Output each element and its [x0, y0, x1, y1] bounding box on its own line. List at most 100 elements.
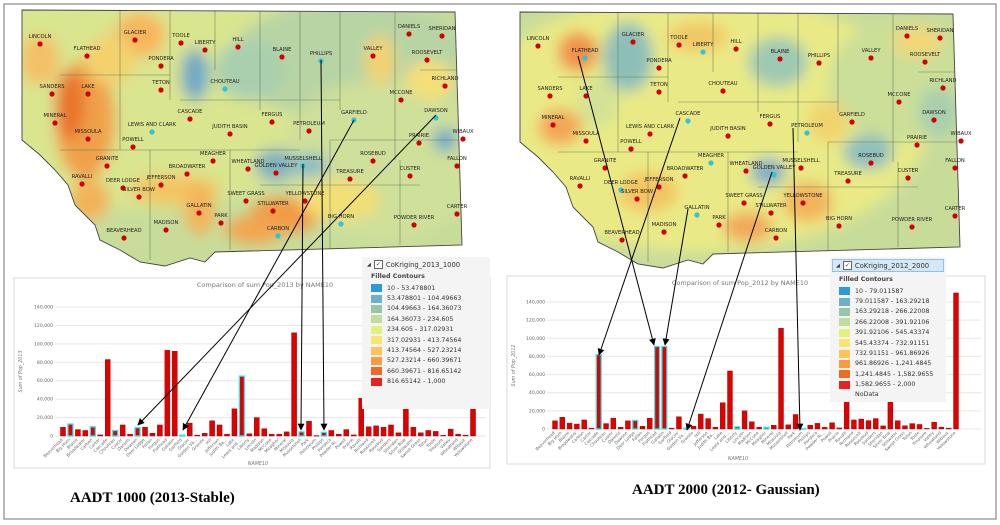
bar[interactable]: [313, 435, 320, 437]
bar[interactable]: [380, 427, 387, 437]
bar[interactable]: [216, 424, 223, 437]
legend-layer-header[interactable]: ◢ ✓ CoKriging_2013_1000: [367, 260, 485, 269]
county-seat-dot[interactable]: [227, 131, 233, 137]
county-seat-dot[interactable]: [720, 88, 726, 94]
county-seat-dot[interactable]: [634, 196, 640, 202]
bar[interactable]: [320, 431, 328, 437]
county-seat-dot[interactable]: [700, 49, 706, 55]
bar[interactable]: [455, 433, 461, 437]
county-seat-dot[interactable]: [656, 65, 662, 71]
county-seat-dot[interactable]: [685, 118, 691, 124]
bar[interactable]: [653, 345, 661, 430]
county-seat-dot[interactable]: [619, 237, 625, 243]
bar[interactable]: [625, 420, 631, 430]
bar[interactable]: [343, 429, 350, 437]
bar[interactable]: [157, 424, 163, 437]
county-seat-dot[interactable]: [130, 144, 136, 150]
bar[interactable]: [67, 423, 74, 437]
county-seat-dot[interactable]: [84, 53, 90, 59]
bar[interactable]: [194, 434, 200, 437]
county-seat-dot[interactable]: [800, 200, 806, 206]
county-seat-dot[interactable]: [931, 117, 937, 123]
county-seat-dot[interactable]: [773, 235, 779, 241]
bar[interactable]: [916, 424, 923, 430]
bar[interactable]: [946, 427, 952, 430]
bar[interactable]: [698, 413, 704, 430]
bar[interactable]: [358, 398, 364, 437]
bar[interactable]: [350, 434, 357, 437]
bar[interactable]: [617, 426, 624, 430]
bar[interactable]: [440, 435, 446, 437]
county-seat-dot[interactable]: [158, 182, 164, 188]
bar[interactable]: [111, 429, 119, 437]
bar[interactable]: [268, 433, 275, 437]
bar[interactable]: [447, 428, 454, 437]
bar[interactable]: [865, 420, 872, 430]
bar[interactable]: [632, 419, 639, 430]
bar[interactable]: [410, 427, 417, 437]
bar[interactable]: [763, 426, 770, 430]
county-seat-dot[interactable]: [424, 57, 430, 63]
county-seat-dot[interactable]: [708, 160, 714, 166]
bar[interactable]: [298, 431, 305, 437]
bar[interactable]: [938, 426, 945, 430]
bar[interactable]: [778, 328, 784, 430]
county-seat-dot[interactable]: [85, 91, 91, 97]
county-seat-dot[interactable]: [416, 140, 422, 146]
bar[interactable]: [82, 430, 89, 437]
county-seat-dot[interactable]: [49, 91, 55, 97]
bar[interactable]: [887, 397, 894, 430]
bar[interactable]: [246, 433, 253, 437]
county-seat-dot[interactable]: [273, 170, 279, 176]
county-seat-dot[interactable]: [270, 208, 276, 214]
bar[interactable]: [418, 432, 424, 437]
bar[interactable]: [276, 433, 282, 437]
county-seat-dot[interactable]: [958, 138, 964, 144]
bar[interactable]: [734, 426, 741, 430]
county-seat-dot[interactable]: [120, 185, 126, 191]
county-seat-dot[interactable]: [245, 166, 251, 172]
bar[interactable]: [902, 425, 908, 430]
county-seat-dot[interactable]: [547, 93, 553, 99]
county-seat-dot[interactable]: [460, 136, 466, 142]
bar[interactable]: [705, 418, 711, 430]
county-seat-dot[interactable]: [411, 222, 417, 228]
bar[interactable]: [336, 433, 342, 437]
county-seat-dot[interactable]: [849, 119, 855, 125]
county-seat-dot[interactable]: [550, 122, 556, 128]
bar[interactable]: [209, 420, 215, 437]
county-seat-dot[interactable]: [777, 56, 783, 62]
bar[interactable]: [661, 345, 668, 430]
county-seat-dot[interactable]: [275, 233, 281, 239]
county-seat-dot[interactable]: [85, 136, 91, 142]
bar[interactable]: [104, 359, 111, 437]
bar[interactable]: [224, 433, 230, 437]
bar[interactable]: [373, 425, 379, 437]
county-seat-dot[interactable]: [741, 200, 747, 206]
expand-triangle-icon[interactable]: ◢: [367, 261, 371, 268]
bar[interactable]: [395, 432, 402, 437]
county-seat-dot[interactable]: [816, 60, 822, 66]
bar[interactable]: [836, 427, 843, 430]
bar[interactable]: [851, 419, 857, 430]
county-seat-dot[interactable]: [694, 212, 700, 218]
county-seat-dot[interactable]: [158, 87, 164, 93]
county-seat-dot[interactable]: [121, 235, 127, 241]
bar[interactable]: [668, 427, 675, 430]
county-seat-dot[interactable]: [583, 93, 589, 99]
bar[interactable]: [931, 421, 937, 430]
county-seat-dot[interactable]: [222, 86, 228, 92]
bar[interactable]: [880, 425, 886, 430]
county-seat-dot[interactable]: [661, 229, 667, 235]
bar[interactable]: [749, 421, 755, 430]
county-seat-dot[interactable]: [845, 178, 851, 184]
county-seat-dot[interactable]: [676, 42, 682, 48]
bar[interactable]: [690, 426, 697, 430]
bar[interactable]: [814, 423, 821, 430]
county-seat-dot[interactable]: [454, 163, 460, 169]
bar[interactable]: [822, 427, 828, 430]
county-seat-dot[interactable]: [136, 194, 142, 200]
bar[interactable]: [97, 434, 104, 437]
county-seat-dot[interactable]: [158, 63, 164, 69]
county-seat-dot[interactable]: [442, 83, 448, 89]
